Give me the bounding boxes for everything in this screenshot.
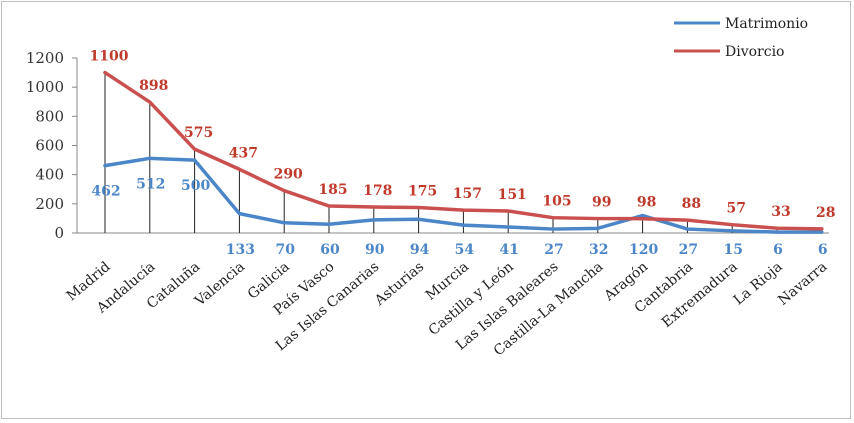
data-label-matrimonio: 90 [365,242,385,258]
data-point-matrimonio [103,164,107,168]
data-label-divorcio: 33 [771,204,790,220]
y-tick-label: 1000 [26,78,64,96]
data-point-divorcio [417,205,421,209]
series-line-divorcio [103,70,824,231]
data-point-matrimonio [193,158,197,162]
category-label: Valencia [191,259,248,310]
data-point-divorcio [282,189,286,193]
legend: Matrimonio Divorcio [674,16,808,60]
data-point-matrimonio [461,223,465,227]
data-point-matrimonio [641,214,645,217]
data-point-divorcio [237,167,241,171]
data-label-matrimonio: 94 [410,242,430,258]
legend-label-matrimonio: Matrimonio [725,16,808,32]
data-point-divorcio [193,147,197,151]
data-label-matrimonio: 54 [455,242,475,258]
data-label-divorcio: 151 [498,187,527,203]
y-axis-ticks: 0 200 400 600 800 1000 1200 [26,49,77,242]
data-label-matrimonio: 6 [773,242,783,258]
data-label-divorcio: 88 [682,196,701,212]
y-tick-label: 400 [35,166,64,184]
data-point-matrimonio [148,156,152,160]
data-label-matrimonio: 6 [818,242,828,258]
data-point-matrimonio [372,218,376,222]
data-label-divorcio: 105 [542,194,571,210]
y-tick-label: 800 [35,107,64,125]
data-point-divorcio [103,71,107,75]
data-label-matrimonio: 70 [275,242,295,258]
data-point-divorcio [596,217,600,221]
data-labels: 1100 898 575 437 290 185 178 175 157 151 105 99 98 88… [90,49,836,258]
data-point-divorcio [327,204,331,208]
data-point-matrimonio [820,230,824,234]
data-point-divorcio [730,223,734,227]
legend-label-divorcio: Divorcio [725,44,784,60]
y-tick-label: 0 [54,224,64,242]
data-label-divorcio: 157 [453,186,482,202]
data-label-divorcio: 290 [274,167,303,183]
data-point-divorcio [551,216,555,220]
data-point-matrimonio [730,229,734,233]
data-point-divorcio [461,208,465,212]
data-label-matrimonio: 27 [544,242,563,258]
data-label-divorcio: 57 [726,201,745,217]
data-point-matrimonio [551,227,555,231]
data-point-divorcio [685,218,689,222]
data-label-divorcio: 178 [363,183,392,199]
data-label-divorcio: 898 [139,78,168,94]
data-label-matrimonio: 27 [679,242,698,258]
data-label-matrimonio: 60 [320,242,340,258]
data-label-matrimonio: 500 [181,178,210,194]
data-label-divorcio: 1100 [90,49,129,65]
data-label-divorcio: 98 [637,195,656,211]
data-label-matrimonio: 462 [91,184,120,200]
data-point-matrimonio [417,217,421,221]
data-point-divorcio [148,100,152,104]
category-label: Navarra [775,259,830,309]
data-point-matrimonio [685,227,689,231]
data-label-matrimonio: 120 [629,242,658,258]
data-label-matrimonio: 15 [723,242,742,258]
category-label: La Rioja [731,259,786,309]
category-label: Asturias [371,259,427,310]
data-point-divorcio [775,226,779,230]
y-tick-label: 200 [35,195,64,213]
data-label-divorcio: 437 [229,145,258,161]
data-point-divorcio [641,217,645,221]
drop-lines [104,72,823,233]
data-point-matrimonio [327,222,331,226]
data-point-matrimonio [596,226,600,230]
data-point-divorcio [506,209,510,213]
data-point-matrimonio [775,230,779,234]
data-label-matrimonio: 133 [226,242,255,258]
data-point-divorcio [820,227,824,231]
y-tick-label: 600 [35,137,64,155]
y-tick-label: 1200 [26,49,64,67]
data-label-matrimonio: 41 [499,242,518,258]
series-lines [103,70,824,234]
data-point-divorcio [372,205,376,209]
data-label-divorcio: 99 [592,195,611,211]
line-chart: 0 200 400 600 800 1000 1200 1100 898 575 437 290 18… [26,16,836,360]
category-labels: MadridAndalucíaCataluñaValenciaGaliciaPa… [64,259,831,360]
data-label-matrimonio: 512 [136,176,165,192]
data-label-matrimonio: 32 [589,242,608,258]
data-point-matrimonio [237,212,241,216]
data-point-matrimonio [506,225,510,229]
data-label-divorcio: 175 [408,183,437,199]
data-label-divorcio: 185 [318,182,347,198]
data-label-divorcio: 28 [816,205,835,221]
data-point-matrimonio [282,221,286,225]
data-label-divorcio: 575 [184,125,213,141]
